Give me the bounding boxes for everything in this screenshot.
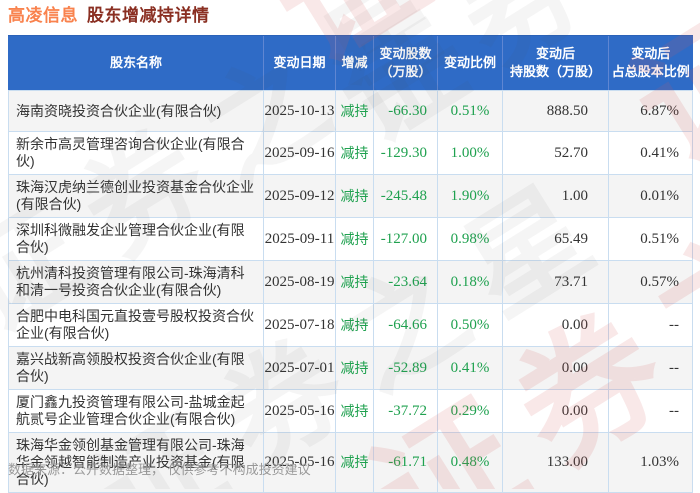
cell-name: 海南资晓投资合伙企业(有限合伙) [8, 90, 264, 132]
cell-pct: 0.29% [437, 389, 503, 433]
data-source-note: 数据来源：公开数据整理， 仅供参考不构成投资建议 [8, 462, 311, 477]
cell-after: 133.00 [502, 432, 609, 493]
cell-action: 减持 [335, 90, 374, 132]
cell-action: 减持 [335, 432, 374, 493]
cell-after: 73.71 [502, 260, 609, 304]
column-header-after_pct: 变动后 占总股本比例 [608, 35, 693, 91]
cell-after_pct: 6.87% [608, 90, 693, 132]
cell-name: 珠海汉虎纳兰德创业投资基金合伙企业(有限合伙) [8, 174, 264, 218]
cell-name: 杭州清科投资管理有限公司-珠海清科和清一号投资合伙企业(有限合伙) [8, 260, 264, 304]
cell-name: 嘉兴战新高领股权投资合伙企业(有限合伙) [8, 346, 264, 390]
cell-pct: 1.00% [437, 131, 503, 175]
cell-pct: 0.41% [437, 346, 503, 390]
cell-date: 2025-05-16 [263, 389, 336, 433]
cell-action: 减持 [335, 217, 374, 261]
table-row: 珠海华金领创基金管理有限公司-珠海华金领越智能制造产业投资基金(有限合伙) 202… [8, 432, 693, 493]
cell-chg: -37.72 [373, 389, 438, 433]
table-header: 股东名称 变动日期 增减 变动股数 （万股） 变动比例 变动后 持股数（万股） 变动后 占总股本比… [8, 35, 693, 91]
cell-after_pct: 0.57% [608, 260, 693, 304]
cell-name: 新余市高灵管理咨询合伙企业(有限合伙) [8, 131, 264, 175]
column-header-chg: 变动股数 （万股） [373, 35, 438, 91]
cell-chg: -245.48 [373, 174, 438, 218]
cell-after_pct: 0.01% [608, 174, 693, 218]
cell-chg: -127.00 [373, 217, 438, 261]
cell-pct: 0.18% [437, 260, 503, 304]
cell-date: 2025-05-16 [263, 432, 336, 493]
cell-after: 1.00 [502, 174, 609, 218]
page-title: 高凌信息 股东增减持详情 [8, 5, 210, 27]
cell-after: 52.70 [502, 131, 609, 175]
cell-chg: -23.64 [373, 260, 438, 304]
cell-after_pct: 1.03% [608, 432, 693, 493]
cell-after: 888.50 [502, 90, 609, 132]
header-row: 股东名称 变动日期 增减 变动股数 （万股） 变动比例 变动后 持股数（万股） 变动后 占总股本比… [8, 35, 693, 91]
column-header-date: 变动日期 [263, 35, 336, 91]
cell-date: 2025-07-01 [263, 346, 336, 390]
column-header-after: 变动后 持股数（万股） [502, 35, 609, 91]
cell-after_pct: -- [608, 346, 693, 390]
cell-date: 2025-07-18 [263, 303, 336, 347]
cell-name: 合肥中电科国元直投壹号股权投资合伙企业(有限合伙) [8, 303, 264, 347]
cell-pct: 0.48% [437, 432, 503, 493]
table-row: 合肥中电科国元直投壹号股权投资合伙企业(有限合伙) 2025-07-18 减持 -64… [8, 303, 693, 347]
cell-after: 65.49 [502, 217, 609, 261]
table-row: 深圳科微融发企业管理合伙企业(有限合伙) 2025-09-11 减持 -127.00 0… [8, 217, 693, 261]
column-header-name: 股东名称 [8, 35, 264, 91]
table-body: 海南资晓投资合伙企业(有限合伙) 2025-10-13 减持 -66.30 0.51% 8… [8, 90, 693, 493]
cell-after: 0.00 [502, 389, 609, 433]
table-row: 珠海汉虎纳兰德创业投资基金合伙企业(有限合伙) 2025-09-12 减持 -245.… [8, 174, 693, 218]
cell-action: 减持 [335, 303, 374, 347]
cell-pct: 1.90% [437, 174, 503, 218]
table-row: 嘉兴战新高领股权投资合伙企业(有限合伙) 2025-07-01 减持 -52.89 0.… [8, 346, 693, 390]
cell-chg: -61.71 [373, 432, 438, 493]
cell-name: 珠海华金领创基金管理有限公司-珠海华金领越智能制造产业投资基金(有限合伙) [8, 432, 264, 493]
cell-pct: 0.51% [437, 90, 503, 132]
cell-date: 2025-10-13 [263, 90, 336, 132]
table-row: 杭州清科投资管理有限公司-珠海清科和清一号投资合伙企业(有限合伙) 2025-08… [8, 260, 693, 304]
cell-pct: 0.50% [437, 303, 503, 347]
table-row: 厦门鑫九投资管理有限公司-盐城金起航贰号企业管理合伙企业(有限合伙) 2025-0… [8, 389, 693, 433]
table-row: 新余市高灵管理咨询合伙企业(有限合伙) 2025-09-16 减持 -129.30 1.… [8, 131, 693, 175]
cell-after_pct: 0.41% [608, 131, 693, 175]
cell-action: 减持 [335, 260, 374, 304]
cell-action: 减持 [335, 131, 374, 175]
cell-chg: -64.66 [373, 303, 438, 347]
cell-date: 2025-08-19 [263, 260, 336, 304]
cell-pct: 0.98% [437, 217, 503, 261]
cell-name: 厦门鑫九投资管理有限公司-盐城金起航贰号企业管理合伙企业(有限合伙) [8, 389, 264, 433]
cell-name: 深圳科微融发企业管理合伙企业(有限合伙) [8, 217, 264, 261]
cell-chg: -66.30 [373, 90, 438, 132]
cell-after_pct: -- [608, 303, 693, 347]
cell-action: 减持 [335, 389, 374, 433]
column-header-action: 增减 [335, 35, 374, 91]
stock-name: 高凌信息 [8, 6, 78, 25]
shareholder-change-table: 股东名称 变动日期 增减 变动股数 （万股） 变动比例 变动后 持股数（万股） 变动后 占总股本比… [8, 35, 693, 493]
cell-after_pct: 0.51% [608, 217, 693, 261]
cell-after: 0.00 [502, 346, 609, 390]
cell-after_pct: -- [608, 389, 693, 433]
table-row: 海南资晓投资合伙企业(有限合伙) 2025-10-13 减持 -66.30 0.51% 8… [8, 90, 693, 132]
cell-action: 减持 [335, 174, 374, 218]
page-subtitle: 股东增减持详情 [87, 6, 210, 25]
cell-date: 2025-09-12 [263, 174, 336, 218]
cell-date: 2025-09-16 [263, 131, 336, 175]
cell-after: 0.00 [502, 303, 609, 347]
cell-action: 减持 [335, 346, 374, 390]
cell-chg: -52.89 [373, 346, 438, 390]
cell-date: 2025-09-11 [263, 217, 336, 261]
cell-chg: -129.30 [373, 131, 438, 175]
column-header-pct: 变动比例 [437, 35, 503, 91]
